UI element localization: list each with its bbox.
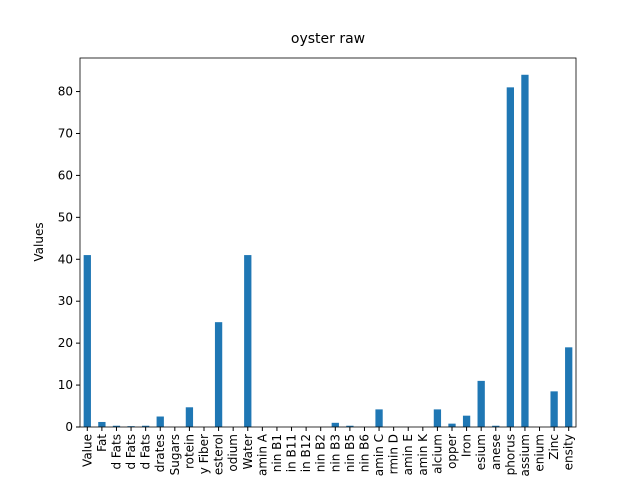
bar: [127, 426, 135, 427]
x-tick-label: odium: [226, 434, 240, 472]
y-tick-label: 50: [58, 210, 73, 224]
x-tick-label: nin B5: [343, 434, 357, 472]
bar: [98, 421, 106, 427]
bar: [477, 380, 485, 427]
x-tick-label: d Fats: [139, 434, 153, 470]
y-tick-label: 70: [58, 126, 73, 140]
bar: [375, 409, 383, 427]
x-tick-label: amin C: [372, 434, 386, 476]
y-tick-label: 0: [65, 420, 73, 434]
x-tick-label: amin A: [255, 433, 269, 476]
x-tick-label: nin B3: [328, 434, 342, 472]
bar: [331, 422, 339, 427]
x-tick-label: d Fats: [124, 434, 138, 470]
y-tick-label: 20: [58, 336, 73, 350]
x-tick-label: in B11: [285, 434, 299, 472]
x-tick-label: ensity: [562, 434, 576, 470]
x-tick-label: nin B2: [314, 434, 328, 472]
bar: [506, 87, 514, 428]
x-tick-label: Value: [80, 434, 94, 467]
bar: [565, 347, 573, 427]
x-tick-label: Fat: [95, 434, 109, 452]
x-tick-label: Water: [241, 434, 255, 470]
y-tick-label: 30: [58, 294, 73, 308]
x-tick-label: d Fats: [109, 434, 123, 470]
x-tick-label: amin E: [401, 434, 415, 475]
x-tick-label: in B12: [299, 434, 313, 472]
y-axis-label: Values: [32, 222, 46, 261]
bar: [346, 425, 354, 427]
x-tick-label: nin B1: [270, 434, 284, 472]
bar: [83, 255, 91, 427]
bar: [185, 407, 194, 427]
bar: [448, 423, 456, 427]
x-tick-label: Sugars: [168, 434, 182, 475]
bar: [214, 322, 223, 427]
x-tick-label: opper: [445, 434, 459, 469]
x-tick-label: Iron: [460, 434, 474, 457]
y-tick-label: 10: [58, 378, 73, 392]
x-tick-label: assium: [518, 434, 532, 477]
chart-title: oyster raw: [291, 31, 365, 47]
plot-frame: [79, 57, 577, 428]
x-tick-label: anese: [489, 434, 503, 470]
bar: [433, 409, 442, 427]
x-tick-label: amin K: [416, 433, 430, 476]
bar: [550, 391, 558, 427]
bar: [156, 416, 164, 427]
bar: [142, 425, 150, 427]
x-tick-label: y Fiber: [197, 434, 211, 474]
x-tick-label: enium: [533, 434, 547, 472]
y-tick-label: 80: [58, 85, 73, 99]
x-tick-label: phorus: [503, 434, 517, 475]
x-tick-label: esterol: [212, 434, 226, 475]
x-tick-label: rmin D: [387, 434, 401, 474]
x-tick-label: esium: [474, 434, 488, 470]
bar: [492, 425, 500, 427]
bar: [521, 74, 529, 427]
x-tick-label: alcium: [430, 434, 444, 474]
x-tick-label: nin B6: [357, 434, 371, 472]
bar: [244, 255, 252, 427]
bar: [112, 425, 121, 427]
x-tick-label: Zinc: [547, 434, 561, 460]
x-tick-label: rotein: [182, 434, 196, 469]
bar: [462, 415, 471, 427]
y-tick-label: 40: [58, 252, 73, 266]
y-tick-label: 60: [58, 168, 73, 182]
x-tick-label: drates: [153, 434, 167, 472]
